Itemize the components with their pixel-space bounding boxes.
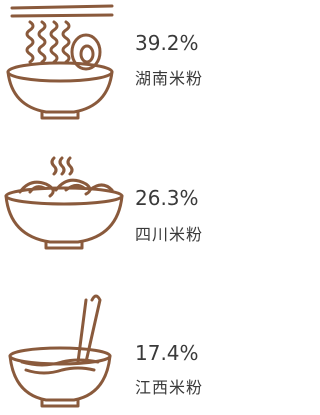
chart: 39.2% 湖南米粉 26.3% 四川米粉 17.4% 江西米粉 <box>0 0 245 415</box>
bowl-icon <box>10 296 110 406</box>
category-label: 四川米粉 <box>135 225 203 244</box>
category-label: 湖南米粉 <box>135 69 203 88</box>
percentage: 39.2% <box>135 31 199 55</box>
percentage: 17.4% <box>135 341 199 365</box>
percentage: 26.3% <box>135 186 199 210</box>
bowl-icon <box>6 158 122 248</box>
bowl-icon <box>8 6 112 118</box>
category-label: 江西米粉 <box>135 378 203 397</box>
